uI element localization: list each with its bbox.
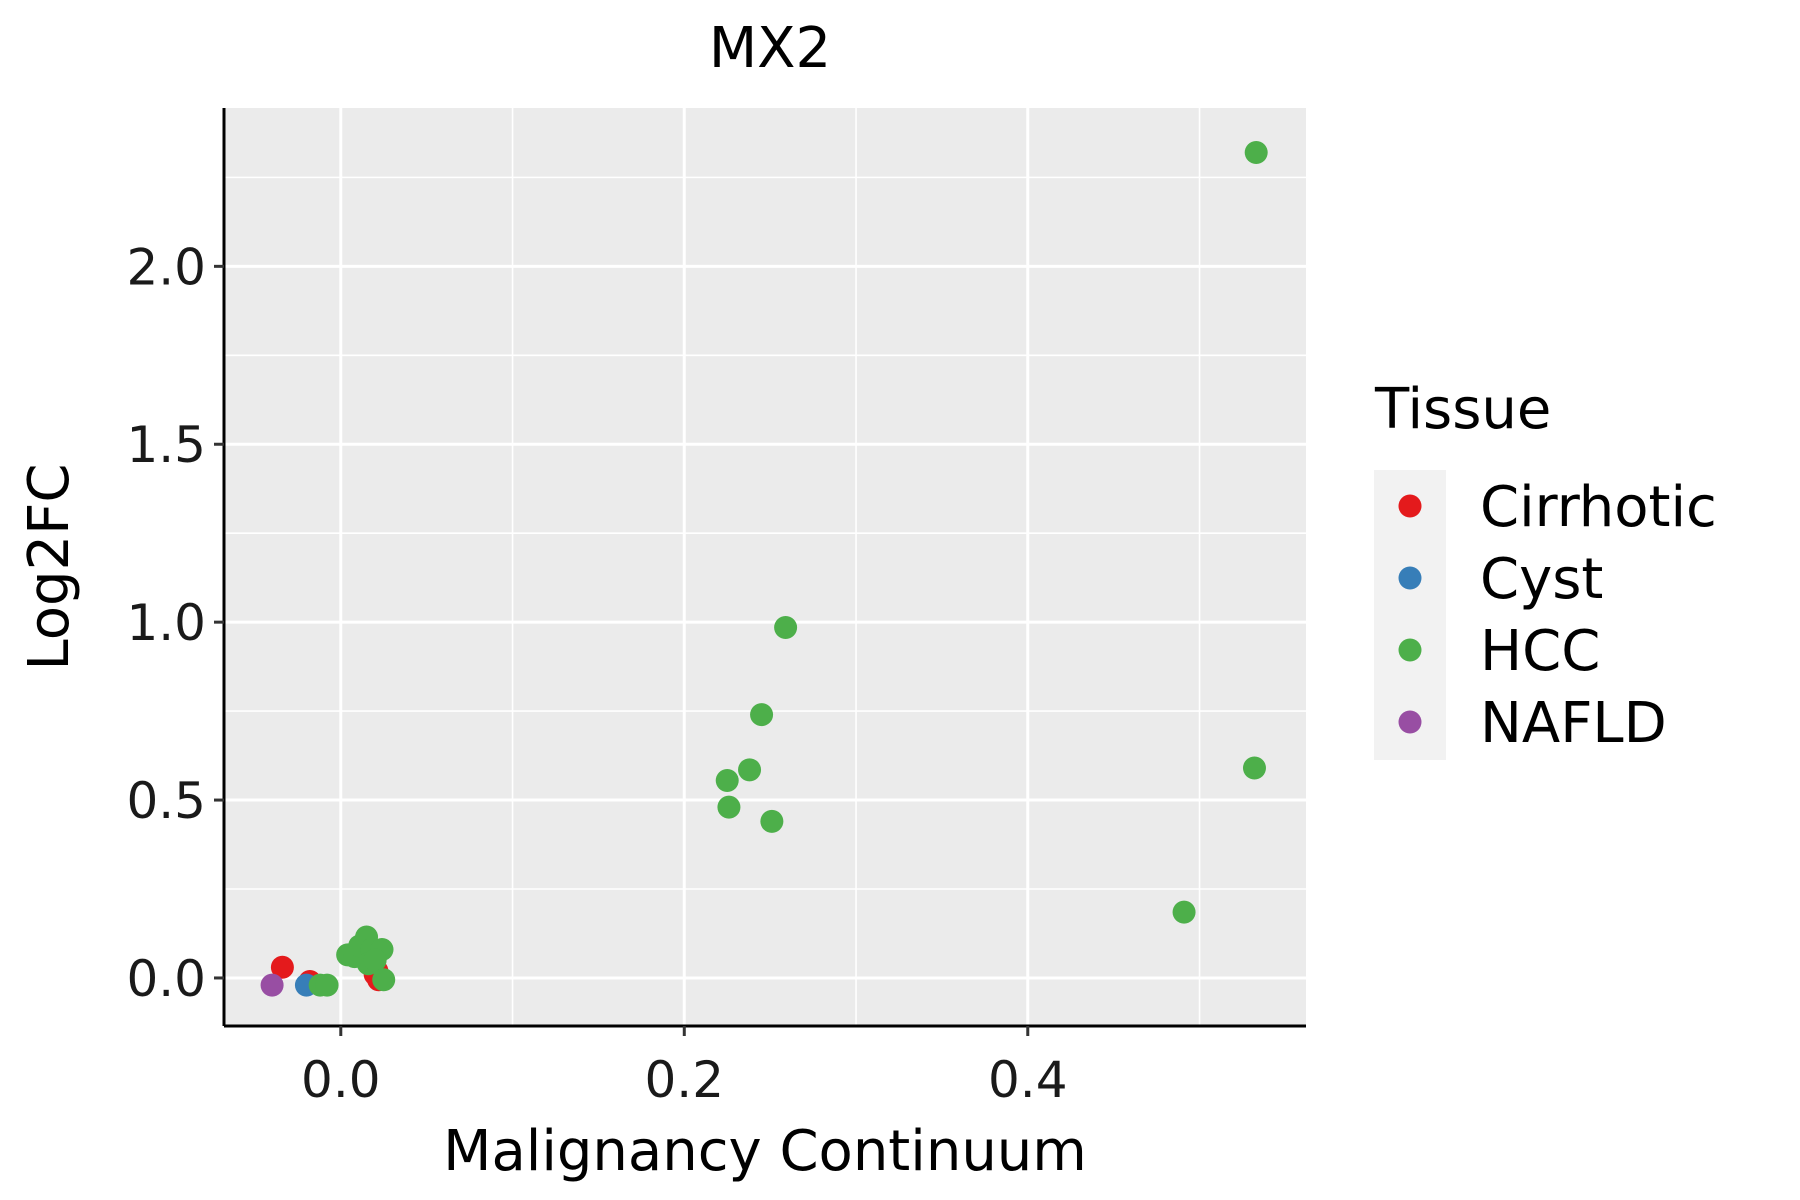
- point-hcc: [760, 809, 784, 833]
- point-hcc: [750, 703, 774, 727]
- x-tick-label: 0.0: [301, 1051, 381, 1109]
- legend-label-cyst: Cyst: [1480, 547, 1603, 612]
- point-hcc: [1172, 900, 1196, 924]
- major-gridlines: [224, 108, 1306, 1026]
- data-points: [260, 140, 1268, 997]
- y-axis-title: Log2FC: [17, 464, 82, 671]
- y-tick-label: 2.0: [126, 238, 206, 296]
- y-tick-label: 0.0: [126, 950, 206, 1008]
- point-hcc: [715, 768, 739, 792]
- point-nafld: [260, 973, 284, 997]
- legend-key-nafld: [1398, 710, 1422, 734]
- legend-key-cyst: [1398, 566, 1422, 590]
- legend: Tissue Cirrhotic Cyst HCC NAFLD: [1374, 377, 1717, 760]
- legend-label-cirrhotic: Cirrhotic: [1480, 475, 1717, 540]
- legend-key-hcc: [1398, 638, 1422, 662]
- point-hcc: [372, 968, 396, 992]
- chart-title: MX2: [709, 16, 831, 81]
- y-axis-ticks: 0.0 0.5 1.0 1.5 2.0: [126, 238, 224, 1008]
- point-hcc: [1242, 756, 1266, 780]
- point-hcc: [1244, 140, 1268, 164]
- y-tick-label: 1.5: [126, 416, 206, 474]
- x-axis-title: Malignancy Continuum: [443, 1119, 1087, 1184]
- legend-key-cirrhotic: [1398, 494, 1422, 518]
- x-tick-label: 0.2: [645, 1051, 725, 1109]
- point-hcc: [774, 615, 798, 639]
- point-cirrhotic: [270, 955, 294, 979]
- point-hcc: [738, 758, 762, 782]
- x-axis-ticks: 0.0 0.2 0.4: [301, 1026, 1068, 1109]
- minor-gridlines: [224, 108, 1306, 1026]
- legend-label-hcc: HCC: [1480, 619, 1600, 684]
- legend-title: Tissue: [1374, 377, 1551, 442]
- plot-panel: [224, 108, 1306, 1026]
- y-tick-label: 0.5: [126, 772, 206, 830]
- x-tick-label: 0.4: [988, 1051, 1068, 1109]
- y-tick-label: 1.0: [126, 594, 206, 652]
- point-hcc: [717, 795, 741, 819]
- point-hcc: [315, 973, 339, 997]
- point-hcc: [363, 948, 387, 972]
- legend-label-nafld: NAFLD: [1480, 691, 1667, 756]
